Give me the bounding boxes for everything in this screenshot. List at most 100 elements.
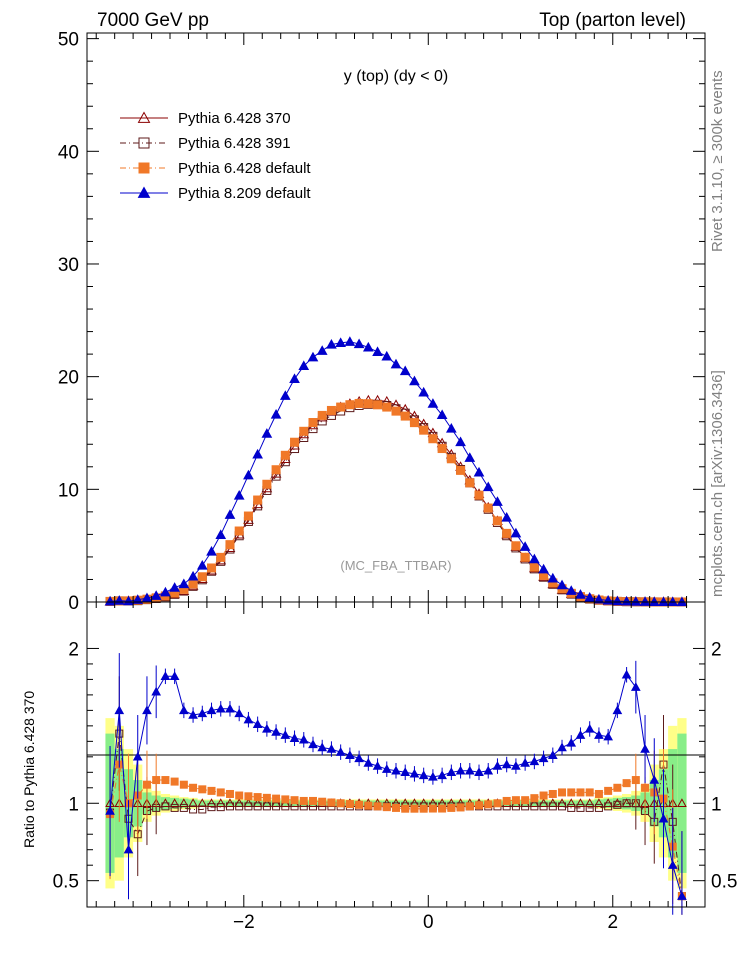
ratio-point-triangle [271, 727, 281, 736]
ratio-point-triangle [160, 671, 171, 681]
data-point-triangle [362, 341, 374, 352]
data-point-triangle [206, 545, 217, 556]
data-point-square [437, 444, 447, 454]
ratio-point-triangle [501, 759, 512, 769]
data-point-triangle [593, 593, 605, 604]
data-point-square [225, 540, 235, 550]
data-point-triangle [464, 452, 476, 462]
data-point-square [345, 400, 355, 410]
ratio-point-square [262, 793, 271, 802]
ratio-point-square [318, 797, 327, 806]
ratio-line [109, 733, 683, 897]
data-point-triangle [648, 596, 660, 606]
data-point-square [511, 541, 521, 551]
ratio-point-square [521, 796, 530, 805]
ratio-point-triangle [603, 731, 613, 741]
ratio-point-square [622, 779, 631, 788]
data-point-triangle [621, 595, 632, 606]
ratio-point-square [198, 785, 207, 794]
ratio-point-triangle [345, 750, 355, 759]
ratio-point-square [447, 803, 456, 812]
ratio-point-square [511, 796, 520, 805]
ratio-point-triangle [538, 753, 549, 763]
ratio-point-triangle [575, 730, 586, 739]
data-point-square [326, 405, 336, 415]
plot-title: y (top) (dy < 0) [344, 68, 448, 85]
ratio-point-triangle [409, 768, 420, 778]
ratio-band-green [179, 798, 189, 808]
data-point-triangle [399, 365, 411, 376]
ratio-point-square [225, 789, 234, 798]
data-point-square [400, 411, 410, 421]
ratio-point-square [152, 776, 161, 785]
ratio-point-triangle [612, 705, 623, 715]
ratio-point-square [207, 786, 216, 795]
ratio-point-square [475, 801, 484, 810]
ratio-point-triangle [363, 757, 374, 767]
ratio-point-square [170, 777, 179, 786]
ratio-y-tick-label: 1 [68, 794, 79, 815]
legend-label: Pythia 6.428 370 [178, 110, 291, 127]
data-point-square [197, 572, 207, 582]
data-point-triangle [316, 345, 328, 355]
ratio-point-triangle [464, 765, 475, 775]
ratio-point-square [567, 803, 576, 812]
ratio-point-triangle [123, 844, 134, 854]
data-point-triangle [261, 428, 273, 438]
ratio-point-triangle [584, 798, 595, 807]
ratio-point-triangle [234, 708, 245, 718]
data-point-square [382, 402, 392, 412]
ratio-point-square [465, 802, 474, 811]
ratio-point-triangle [335, 747, 346, 756]
data-point-triangle [187, 570, 199, 581]
ratio-point-triangle [215, 703, 226, 713]
ratio-point-triangle [529, 756, 540, 766]
ratio-point-square [355, 800, 364, 809]
rivet-label: Rivet 3.1.10, ≥ 300k events [709, 70, 726, 252]
ratio-point-triangle [492, 761, 503, 770]
ratio-point-square [484, 800, 493, 809]
ratio-point-triangle [455, 765, 466, 775]
legend-label: Pythia 8.209 default [178, 185, 311, 202]
data-point-triangle [482, 481, 494, 492]
data-point-triangle [418, 386, 430, 397]
data-point-square [419, 425, 429, 435]
ratio-point-square [613, 800, 622, 809]
data-point-square [262, 479, 272, 489]
ratio-point-triangle [298, 734, 309, 744]
ratio-point-square [327, 798, 336, 807]
data-point-triangle [455, 436, 466, 447]
data-point-square [520, 552, 530, 562]
ratio-point-triangle [206, 705, 217, 715]
data-point-triangle [492, 496, 503, 506]
y-tick-label: 40 [58, 142, 79, 163]
ratio-point-triangle [169, 671, 180, 681]
ratio-point-square [631, 776, 640, 785]
ratio-point-triangle [575, 798, 586, 807]
legend-marker [138, 162, 150, 174]
legend-marker [138, 137, 150, 149]
data-point-triangle [519, 541, 531, 551]
ratio-point-triangle [372, 761, 383, 770]
y-tick-label: 0 [68, 593, 79, 614]
ratio-point-triangle [151, 686, 162, 696]
y-tick-label: 30 [58, 255, 79, 276]
ratio-point-triangle [354, 753, 364, 763]
ratio-point-square [576, 803, 585, 812]
data-point-square [428, 434, 438, 444]
ratio-band-green [594, 799, 604, 808]
ratio-point-square [530, 794, 539, 803]
data-point-triangle [639, 596, 651, 606]
ratio-point-square [170, 803, 179, 812]
ratio-point-square [253, 793, 262, 802]
header-right: Top (parton level) [539, 10, 686, 31]
data-point-triangle [123, 595, 134, 606]
ratio-point-square [392, 803, 400, 812]
data-point-triangle [445, 422, 457, 433]
ratio-point-square [410, 804, 419, 813]
ratio-point-square [567, 788, 576, 797]
ratio-point-triangle [520, 757, 530, 767]
ratio-point-square [613, 783, 622, 792]
data-point-triangle [298, 360, 310, 371]
ratio-point-square [179, 780, 188, 789]
